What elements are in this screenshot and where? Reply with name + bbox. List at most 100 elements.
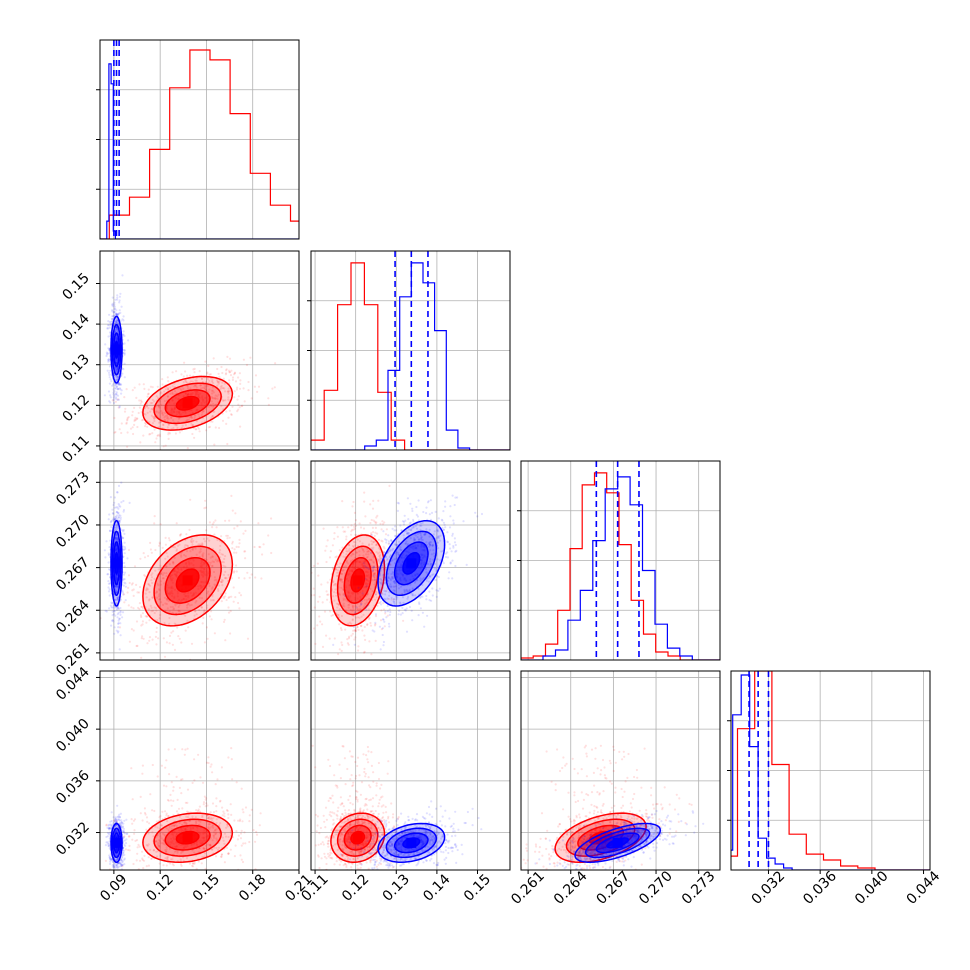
- red-sample-point: [166, 820, 169, 823]
- red-sample-point: [193, 862, 196, 866]
- red-sample-point: [207, 817, 210, 820]
- blue-sample-point: [360, 600, 363, 603]
- blue-sample-point: [417, 614, 420, 617]
- blue-sample-point: [383, 576, 386, 579]
- red-sample-point: [139, 441, 142, 444]
- blue-sample-point: [103, 394, 106, 397]
- red-sample-point: [151, 422, 154, 425]
- blue-sample-point: [123, 581, 126, 584]
- blue-sample-point: [449, 562, 452, 565]
- red-sample-point: [237, 576, 240, 580]
- blue-sample-point: [123, 362, 126, 365]
- red-sample-point: [238, 538, 241, 542]
- red-sample-point: [186, 385, 189, 388]
- red-sample-point: [169, 605, 172, 609]
- red-sample-point: [222, 595, 225, 598]
- blue-sample-point: [111, 610, 114, 613]
- red-sample-point: [267, 403, 270, 406]
- blue-sample-point: [119, 613, 122, 617]
- red-sample-point: [372, 560, 375, 563]
- blue-sample-point: [393, 601, 396, 604]
- blue-sample-point: [385, 555, 388, 558]
- red-sample-point: [347, 544, 351, 547]
- red-sample-point: [133, 406, 136, 409]
- red-sample-point: [338, 592, 341, 595]
- red-sample-point: [192, 539, 195, 543]
- red-sample-point: [237, 408, 240, 411]
- red-sample-point: [363, 650, 366, 653]
- blue-sample-point: [115, 312, 118, 315]
- red-sample-point: [355, 551, 358, 554]
- red-sample-point: [209, 811, 212, 814]
- red-sample-point: [137, 606, 140, 610]
- red-sample-point: [222, 377, 225, 380]
- blue-sample-point: [431, 594, 434, 597]
- red-sample-point: [232, 571, 236, 574]
- red-sample-point: [136, 852, 139, 855]
- red-sample-point: [222, 620, 226, 624]
- red-sample-point: [217, 846, 221, 849]
- red-sample-point: [128, 849, 131, 852]
- red-sample-point: [332, 595, 335, 598]
- red-sample-point: [216, 538, 219, 542]
- red-sample-point: [161, 412, 164, 415]
- blue-sample-point: [406, 590, 409, 593]
- red-sample-point: [206, 604, 209, 607]
- red-sample-point: [200, 413, 203, 416]
- red-sample-point: [190, 416, 193, 419]
- red-sample-point: [201, 855, 204, 859]
- red-sample-point: [223, 557, 226, 561]
- red-sample-point: [158, 406, 161, 409]
- blue-sample-point: [114, 536, 117, 539]
- red-sample-point: [225, 577, 228, 580]
- red-sample-point: [135, 417, 139, 420]
- red-sample-point: [208, 584, 211, 588]
- red-sample-point: [186, 619, 189, 622]
- red-sample-point: [373, 576, 376, 579]
- red-sample-point: [202, 409, 205, 412]
- blue-sample-point: [381, 583, 384, 586]
- red-sample-point: [333, 537, 336, 540]
- blue-sample-point: [393, 598, 396, 601]
- blue-sample-point: [437, 575, 440, 579]
- red-sample-point: [347, 606, 350, 609]
- blue-sample-point: [388, 594, 391, 597]
- blue-sample-point: [416, 532, 419, 536]
- red-sample-point: [147, 832, 150, 835]
- blue-sample-point: [388, 591, 391, 594]
- blue-sample-point: [393, 589, 396, 593]
- red-sample-point: [208, 582, 211, 585]
- red-sample-point: [224, 592, 227, 595]
- blue-sample-point: [109, 521, 112, 524]
- blue-sample-point: [115, 313, 118, 317]
- red-sample-point: [211, 405, 214, 408]
- blue-sample-point: [115, 313, 118, 316]
- blue-sample-point: [114, 515, 117, 518]
- blue-sample-point: [430, 599, 433, 602]
- red-sample-point: [157, 844, 160, 848]
- red-sample-point: [130, 818, 133, 821]
- blue-sample-point: [117, 484, 121, 487]
- red-sample-point: [137, 411, 140, 415]
- red-sample-point: [172, 561, 175, 564]
- red-sample-point: [127, 848, 130, 852]
- blue-sample-point: [114, 397, 118, 400]
- red-sample-point: [357, 609, 360, 612]
- red-sample-point: [359, 526, 363, 529]
- red-sample-point: [372, 546, 375, 549]
- blue-sample-point: [115, 602, 118, 605]
- red-sample-point: [235, 545, 238, 549]
- red-sample-point: [227, 390, 230, 393]
- red-sample-point: [386, 614, 389, 617]
- red-sample-point: [152, 415, 155, 419]
- red-sample-point: [230, 595, 233, 598]
- blue-sample-point: [419, 537, 422, 540]
- red-sample-point: [133, 386, 136, 389]
- red-sample-point: [370, 547, 373, 550]
- blue-sample-point: [446, 540, 449, 543]
- red-sample-point: [202, 847, 205, 850]
- red-sample-point: [150, 857, 153, 860]
- red-sample-point: [372, 530, 375, 534]
- red-sample-point: [250, 573, 253, 576]
- red-sample-point: [231, 778, 234, 781]
